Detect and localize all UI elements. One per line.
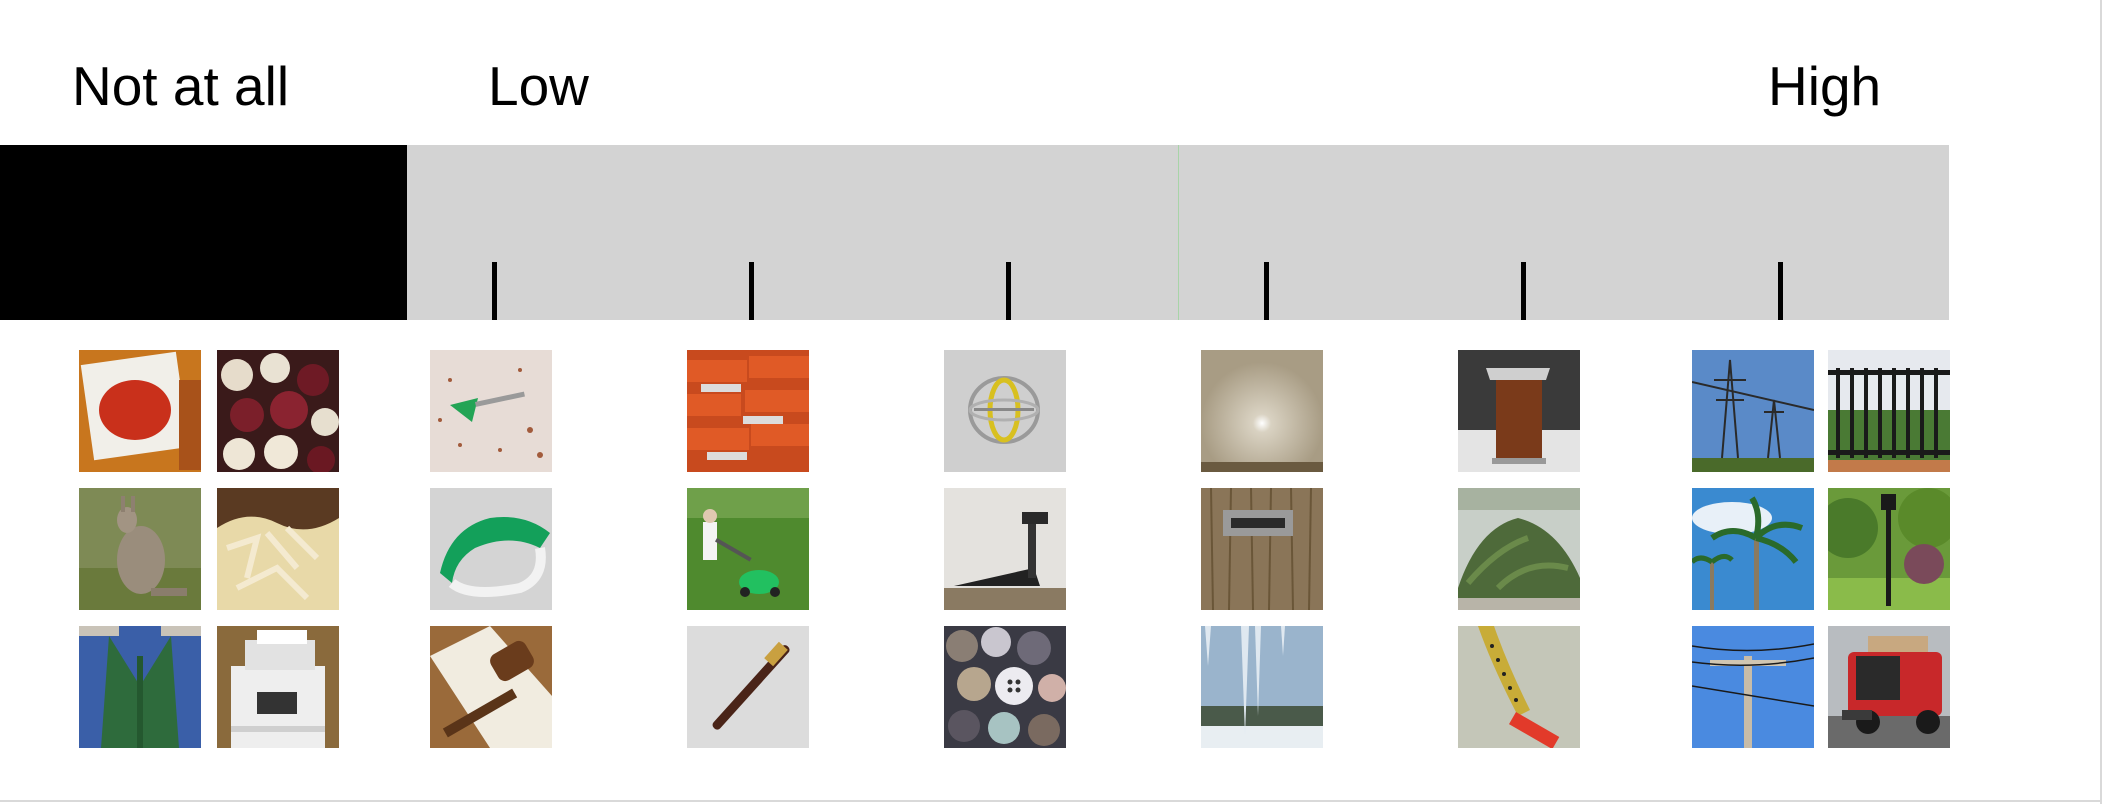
label-not-at-all: Not at all <box>72 55 290 117</box>
treadmill-icon[interactable] <box>944 488 1066 610</box>
beads-icon[interactable] <box>217 350 339 472</box>
brick-pallets-icon[interactable] <box>687 350 809 472</box>
park-lamp-icon[interactable] <box>1828 488 1950 610</box>
buttons-icon[interactable] <box>944 626 1066 748</box>
scale-tick-1 <box>492 262 497 320</box>
flute-icon[interactable] <box>687 626 809 748</box>
icicles-icon[interactable] <box>1201 626 1323 748</box>
mail-slot-icon[interactable] <box>1201 488 1323 610</box>
scale-tick-6 <box>1778 262 1783 320</box>
iron-gate-icon[interactable] <box>1828 350 1950 472</box>
not-at-all-segment <box>0 145 407 320</box>
visor-icon[interactable] <box>430 488 552 610</box>
moss-pile-icon[interactable] <box>1458 488 1580 610</box>
scale-tick-3 <box>1006 262 1011 320</box>
printer-icon[interactable] <box>217 626 339 748</box>
knit-vest-icon[interactable] <box>79 626 201 748</box>
frame-border-bottom <box>0 800 2102 802</box>
gyroscope-icon[interactable] <box>944 350 1066 472</box>
palm-trees-icon[interactable] <box>1692 488 1814 610</box>
ketchup-dip-icon[interactable] <box>79 350 201 472</box>
scale-tick-5 <box>1521 262 1526 320</box>
dart-icon[interactable] <box>430 350 552 472</box>
kangaroo-icon[interactable] <box>79 488 201 610</box>
lawn-mower-icon[interactable] <box>687 488 809 610</box>
lectern-icon[interactable] <box>1458 350 1580 472</box>
scale-tick-4 <box>1264 262 1269 320</box>
label-high: High <box>1768 55 1882 117</box>
gavel-icon[interactable] <box>430 626 552 748</box>
scale-tick-2 <box>749 262 754 320</box>
projection-screen-icon[interactable] <box>1201 350 1323 472</box>
street-sweeper-icon[interactable] <box>1828 626 1950 748</box>
label-low: Low <box>488 55 589 117</box>
utility-pole-icon[interactable] <box>1692 626 1814 748</box>
insect-on-stick-icon[interactable] <box>1458 626 1580 748</box>
frame-border-right <box>2100 0 2102 804</box>
scale-midpoint-line <box>1178 145 1179 320</box>
power-pylons-icon[interactable] <box>1692 350 1814 472</box>
sauerkraut-icon[interactable] <box>217 488 339 610</box>
